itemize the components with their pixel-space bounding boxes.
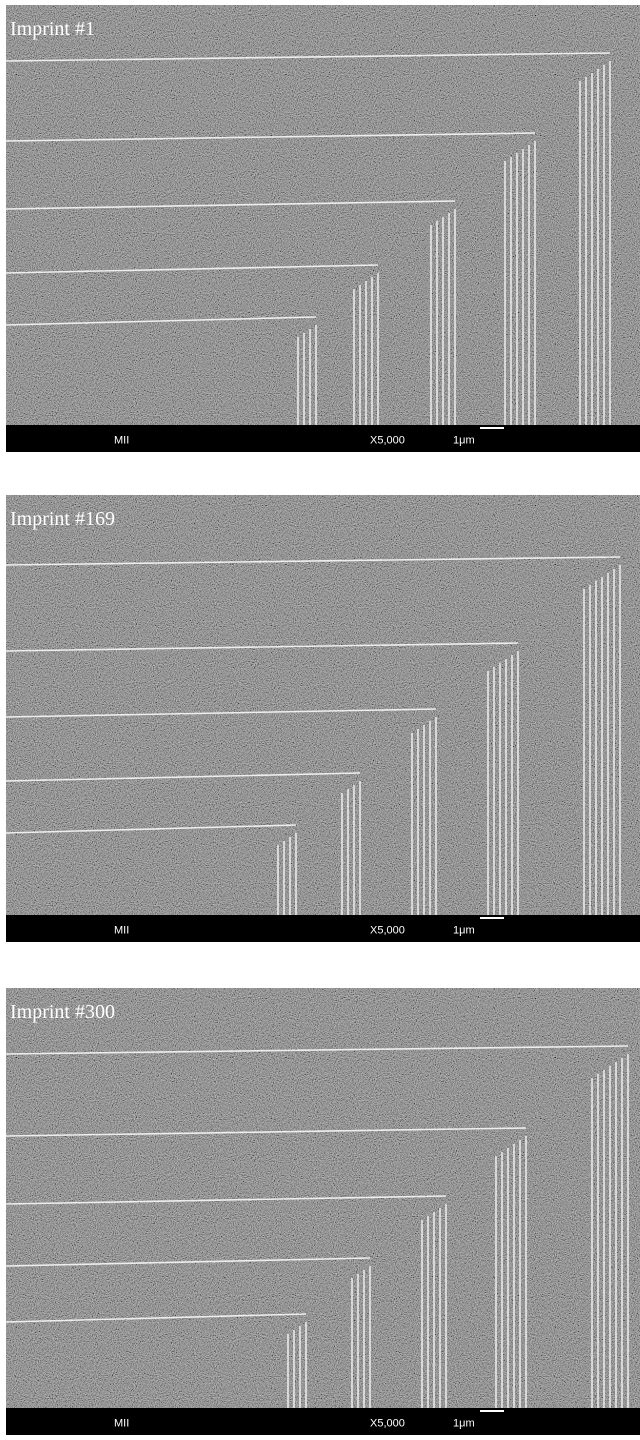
scale-label: 1μm [453, 434, 475, 446]
magnification: X5,000 [370, 1417, 405, 1429]
instrument-label: MII [114, 434, 129, 446]
sem-noise [6, 5, 640, 425]
instrument-label: MII [114, 924, 129, 936]
sem-panel: Imprint #169 MII X5,000 1μm [6, 495, 640, 942]
scale-label: 1μm [453, 1417, 475, 1429]
imprint-label: Imprint #1 [10, 18, 95, 40]
imprint-label: Imprint #169 [10, 508, 115, 530]
info-bar [6, 915, 640, 942]
sem-panel: Imprint #1 MII X5,000 1μm [6, 5, 640, 452]
info-bar [6, 425, 640, 452]
magnification: X5,000 [370, 924, 405, 936]
imprint-label: Imprint #300 [10, 1001, 115, 1023]
scale-label: 1μm [453, 924, 475, 936]
info-bar [6, 1408, 640, 1435]
magnification: X5,000 [370, 434, 405, 446]
instrument-label: MII [114, 1417, 129, 1429]
sem-figure: Imprint #1 MII X5,000 1μm Imprint #169 MII X5,… [0, 0, 640, 1440]
sem-panel: Imprint #300 MII X5,000 1μm [6, 988, 640, 1435]
